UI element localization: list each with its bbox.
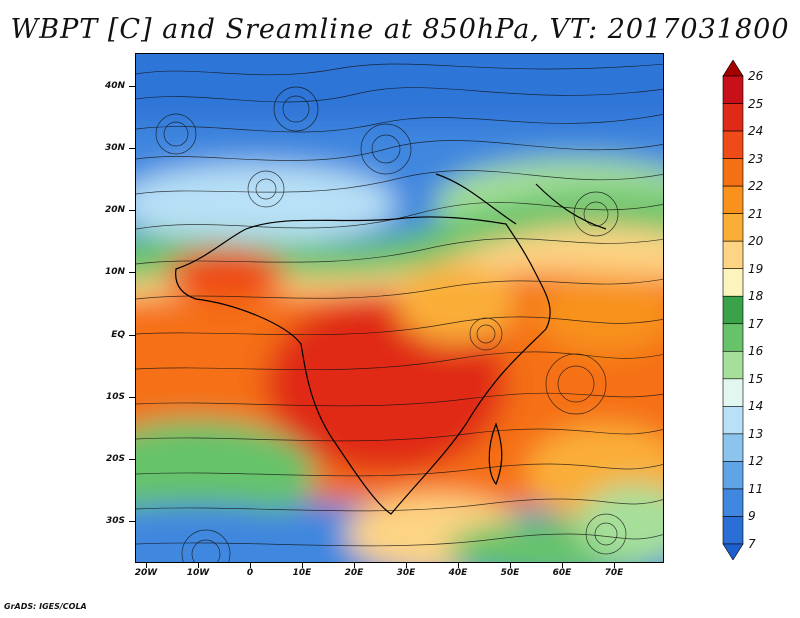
lon-label-60e: 60E [552,568,572,578]
colorbar-label: 17 [748,316,764,331]
colorbar-box [722,516,744,545]
lat-label-40n: 40N [104,81,125,91]
lon-tick [250,563,251,568]
lon-label-70e: 70E [604,568,624,578]
lon-tick [146,563,147,568]
lat-tick [129,521,135,522]
colorbar-label: 23 [748,151,764,166]
lon-tick [406,563,407,568]
streamlines [136,63,663,562]
coastlines [175,173,607,515]
lon-tick [562,563,563,568]
lat-tick [129,272,135,273]
colorbar-label: 12 [748,454,764,469]
colorbar-box [722,130,744,159]
colorbar-label: 20 [748,234,764,249]
lon-label-50e: 50E [500,568,520,578]
lon-tick [302,563,303,568]
colorbar-label: 11 [748,481,764,496]
lon-label-10e: 10E [292,568,312,578]
lon-label-0: 0 [246,568,254,578]
colorbar-box [722,461,744,490]
colorbar [722,60,744,560]
colorbar-label: 26 [748,69,764,83]
lon-tick [510,563,511,568]
colorbar-label: 22 [748,179,764,194]
colorbar-box [722,378,744,407]
lat-tick [129,335,135,336]
lon-tick [458,563,459,568]
colorbar-box [722,103,744,132]
map-panel [135,53,664,563]
colorbar-box [722,295,744,325]
colorbar-label: 7 [748,537,756,551]
lat-tick [129,459,135,460]
colorbar-label: 19 [748,261,764,276]
lon-tick [614,563,615,568]
lat-tick [129,86,135,87]
lon-tick [354,563,355,568]
lat-tick [129,210,135,211]
colorbar-box [722,213,744,242]
colorbar-box [722,268,744,297]
colorbar-label: 21 [748,206,764,221]
colorbar-box [722,406,744,435]
lon-label-10w: 10W [186,568,210,578]
colorbar-box [722,185,744,214]
colorbar-label: 13 [748,426,764,441]
colorbar-box [722,323,744,352]
lat-label-20n: 20N [104,205,125,215]
colorbar-arrow-top [722,60,744,77]
lat-tick [129,148,135,149]
lon-label-30e: 30E [396,568,416,578]
colorbar-label: 14 [748,399,764,414]
colorbar-box [722,488,744,517]
temperature-field [136,54,663,562]
map-title: WBPT [C] and Sreamline at 850hPa, VT: 20… [10,14,790,45]
lon-tick [198,563,199,568]
lat-label-eq: EQ [111,330,125,340]
colorbar-box [722,158,744,187]
grads-credit: GrADS: IGES/COLA [4,602,87,611]
colorbar-label: 18 [748,289,764,304]
colorbar-label: 9 [748,509,756,524]
lat-tick [129,397,135,398]
colorbar-box [722,75,744,104]
lat-label-30s: 30S [105,516,125,526]
colorbar-box [722,350,744,380]
colorbar-label: 15 [748,371,764,386]
colorbar-arrow-bottom [722,543,744,560]
wbpt-map [136,54,663,562]
colorbar-label: 16 [748,344,764,359]
lon-label-20w: 20W [134,568,158,578]
colorbar-label: 25 [748,96,764,111]
lon-label-20e: 20E [344,568,364,578]
lon-label-40e: 40E [448,568,468,578]
lat-label-30n: 30N [104,143,125,153]
lat-label-20s: 20S [105,454,125,464]
colorbar-box [722,433,744,462]
colorbar-box [722,240,744,270]
colorbar-label: 24 [748,124,764,139]
lat-label-10n: 10N [104,267,125,277]
lat-label-10s: 10S [105,392,125,402]
